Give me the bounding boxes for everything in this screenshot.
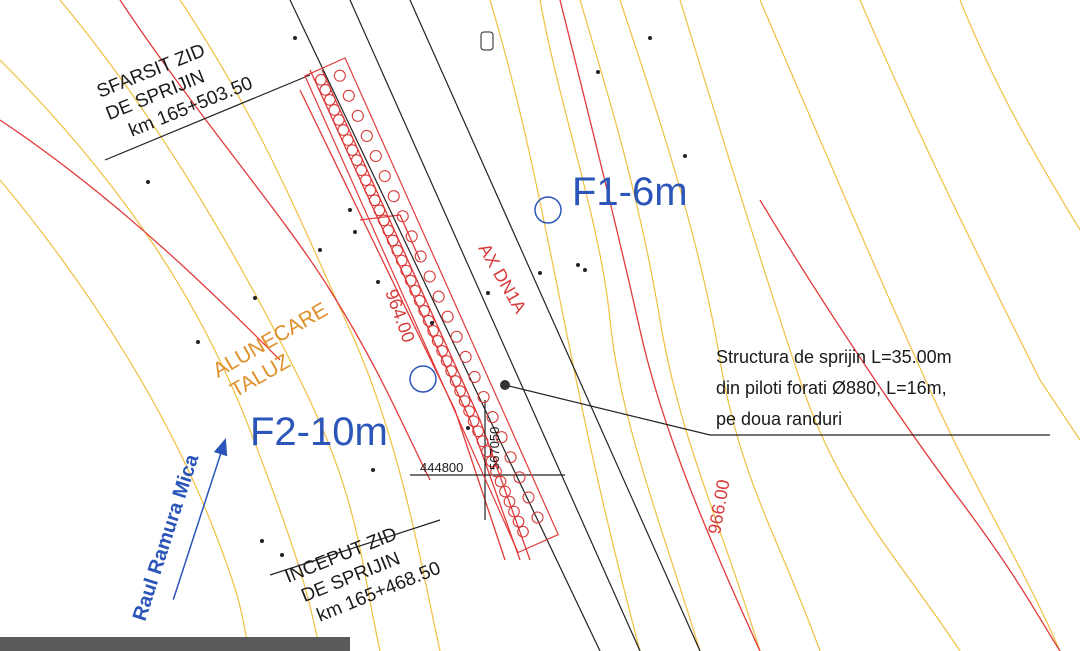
pile — [333, 68, 348, 83]
pile — [467, 370, 482, 385]
road — [105, 0, 1050, 651]
pile — [377, 169, 392, 184]
borehole-label: F1-6m — [572, 170, 688, 214]
pile — [521, 490, 536, 505]
point — [500, 380, 510, 390]
landslide-label: ALUNECARE TALUZ — [209, 298, 345, 405]
coordinate: 567050 — [487, 427, 502, 470]
pile — [360, 129, 375, 144]
pile — [458, 350, 473, 365]
coordinate: 444800 — [420, 460, 463, 475]
river: Raul Ramura Mica — [129, 427, 233, 631]
pile — [449, 330, 464, 345]
borehole-label: F2-10m — [250, 410, 388, 454]
pile — [395, 209, 410, 224]
note: din piloti forati Ø880, L=16m, — [716, 378, 947, 398]
drawing: SFARSIT ZID DE SPRIJIN km 165+503.50 INC… — [0, 0, 1080, 651]
start-wall-label: INCEPUT ZID DE SPRIJIN km 165+468.50 — [282, 513, 444, 632]
symbol — [481, 32, 493, 50]
pile — [342, 89, 357, 104]
note: Structura de sprijin L=35.00m — [716, 347, 952, 367]
pile — [530, 510, 545, 525]
scan-edge — [0, 637, 350, 651]
note: pe doua randuri — [716, 409, 842, 429]
borehole-f2 — [410, 366, 436, 392]
pile — [476, 390, 491, 405]
pile — [485, 410, 500, 425]
borehole-f1 — [535, 197, 561, 223]
pile — [351, 109, 366, 124]
river-label: Raul Ramura Mica — [129, 451, 204, 624]
pile — [386, 189, 401, 204]
pile — [369, 149, 384, 164]
end-wall-label: SFARSIT ZID DE SPRIJIN km 165+503.50 — [94, 28, 256, 147]
contour-label: 966.00 — [704, 478, 733, 536]
pile — [440, 309, 455, 324]
